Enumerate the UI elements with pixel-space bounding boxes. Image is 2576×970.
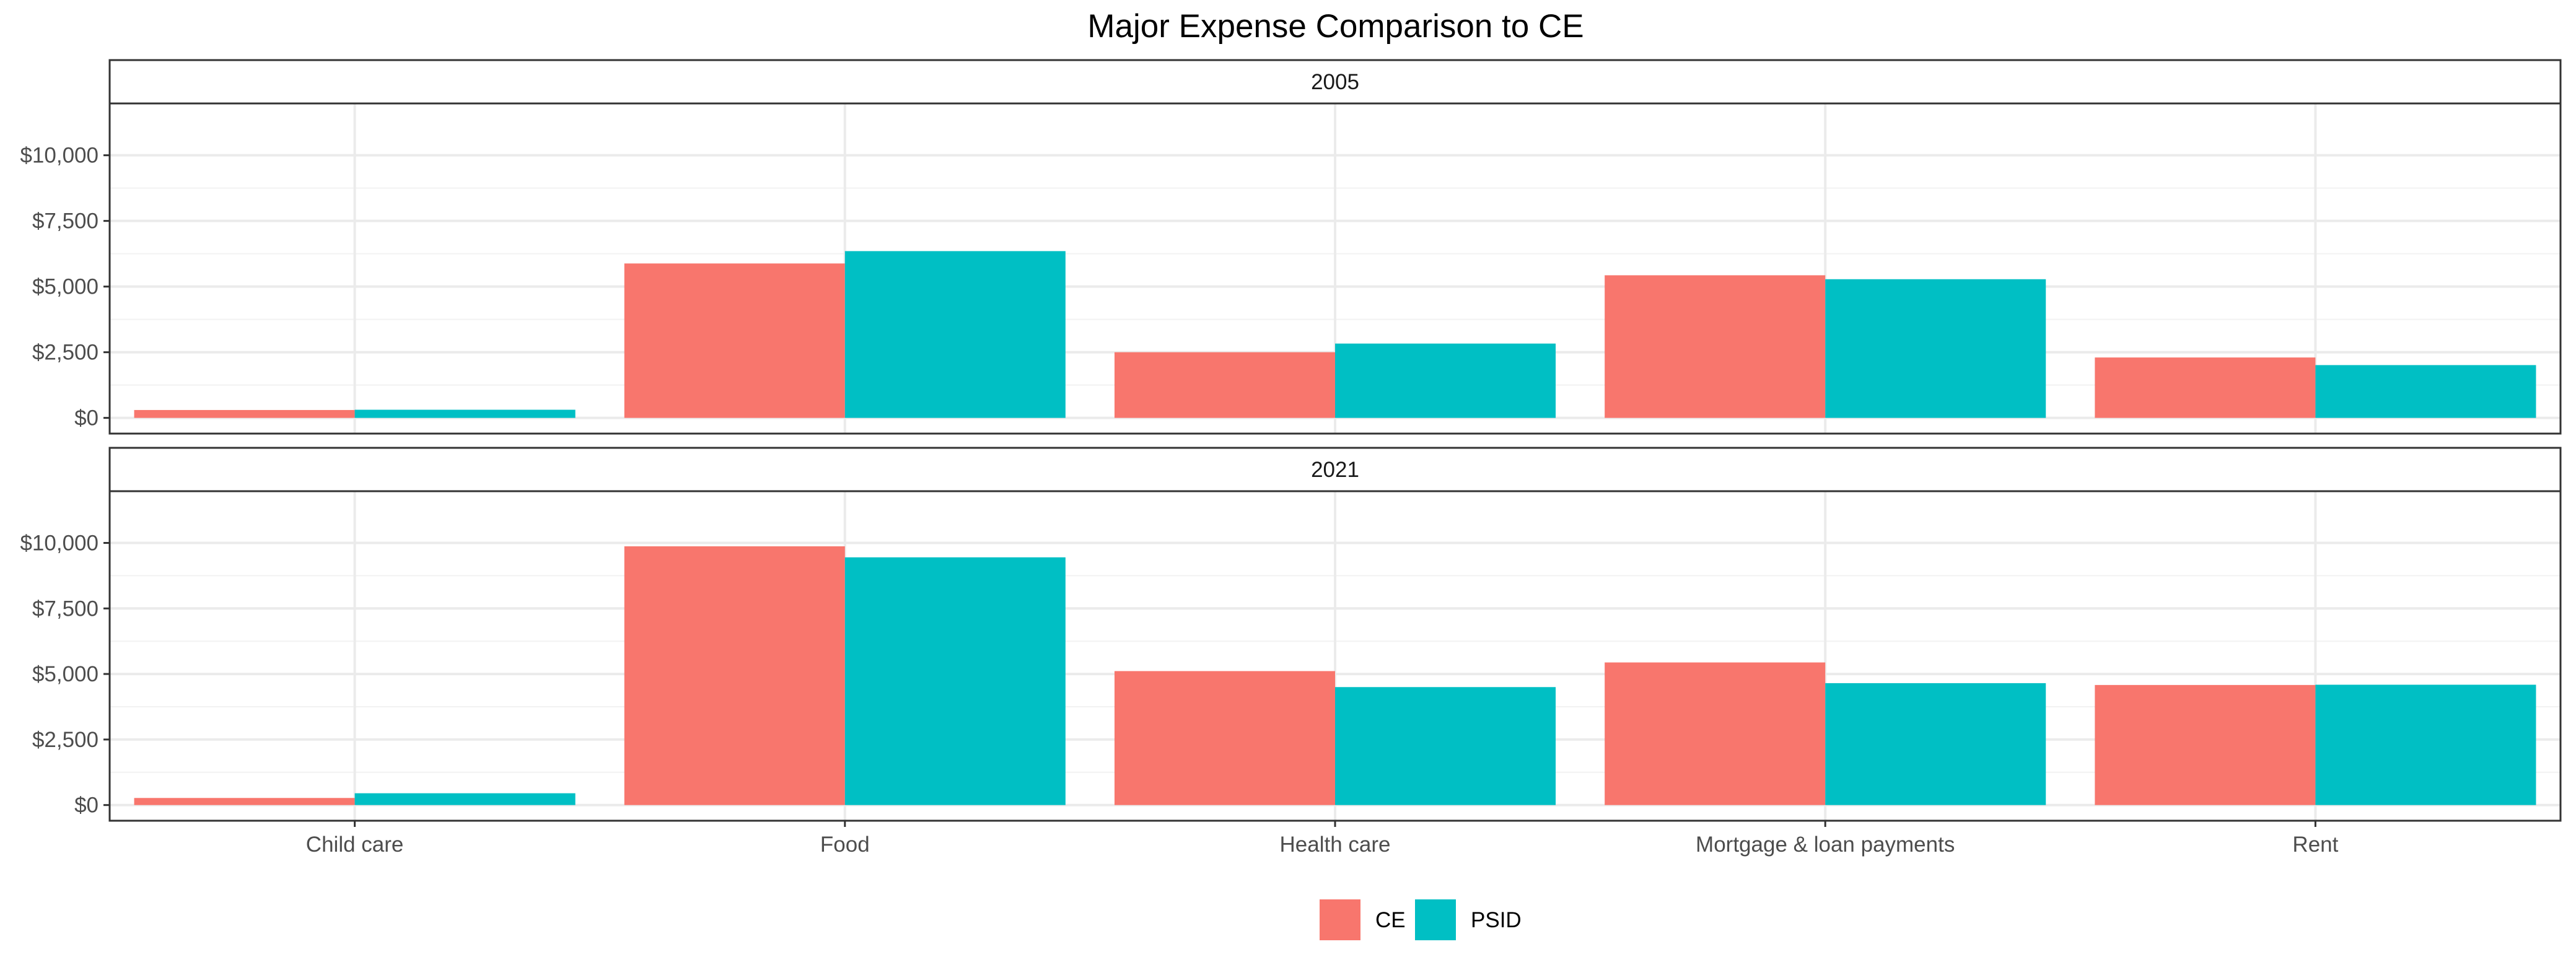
bar-2021-mortgage-loan-payments-psid <box>1825 683 2046 805</box>
bar-2005-food-ce <box>624 263 845 418</box>
bar-2021-food-psid <box>844 557 1066 805</box>
bar-2005-mortgage-loan-payments-ce <box>1605 275 1826 418</box>
bar-2005-rent-ce <box>2095 357 2316 418</box>
bar-2021-food-ce <box>624 546 845 805</box>
x-tick-label: Mortgage & loan payments <box>1696 832 1955 857</box>
bar-2005-rent-psid <box>2315 365 2536 418</box>
bar-2005-food-psid <box>844 251 1066 418</box>
bars <box>134 546 2536 805</box>
legend: CE PSID <box>1320 899 1522 940</box>
y-tick-label: $10,000 <box>20 531 99 555</box>
y-tick-label: $7,500 <box>32 596 99 621</box>
x-tick-labels: Child care Food Health care Mortgage & loan… <box>306 821 2339 857</box>
facet-label: 2021 <box>1311 458 1359 482</box>
y-tick-label: $5,000 <box>32 275 99 299</box>
panel-2021: 2021 $0 $2,500 $5,000 $7,500 $10,000 <box>20 447 2562 822</box>
bar-2005-mortgage-loan-payments-psid <box>1825 279 2046 418</box>
bar-2005-child-care-ce <box>134 409 355 418</box>
panel-2005: 2005 $0 $2,500 $5,000 $7,500 $10,000 <box>20 59 2562 435</box>
bar-2005-child-care-psid <box>354 409 576 418</box>
legend-key <box>1320 899 1360 940</box>
bar-2005-health-care-ce <box>1114 352 1335 418</box>
facet-label: 2005 <box>1311 70 1359 94</box>
y-tick-label: $10,000 <box>20 144 99 168</box>
panel-border <box>108 102 2562 435</box>
y-tick-label: $5,000 <box>32 662 99 686</box>
bar-2021-child-care-psid <box>354 793 576 805</box>
bar-2021-health-care-ce <box>1114 671 1335 805</box>
y-tick-label: $0 <box>74 406 99 430</box>
y-tick-label: $0 <box>74 793 99 818</box>
bar-2021-health-care-psid <box>1335 687 1556 805</box>
x-tick-label: Health care <box>1280 832 1391 857</box>
bar-2005-health-care-psid <box>1335 343 1556 418</box>
x-tick-label: Food <box>820 832 870 857</box>
panels: 2005 $0 $2,500 $5,000 $7,500 $10,000 2021 $0 $2,… <box>20 59 2562 822</box>
y-tick-label: $2,500 <box>32 341 99 365</box>
facet-strip <box>108 59 2562 105</box>
legend-label: CE <box>1375 908 1406 932</box>
bar-2021-rent-ce <box>2095 684 2316 805</box>
bar-2021-rent-psid <box>2315 684 2536 805</box>
bar-2021-child-care-ce <box>134 798 355 805</box>
y-tick-label: $2,500 <box>32 728 99 752</box>
legend-item-psid: PSID <box>1415 899 1522 940</box>
x-tick-label: Child care <box>306 832 404 857</box>
legend-label: PSID <box>1471 908 1522 932</box>
legend-key <box>1415 899 1456 940</box>
facet-strip <box>108 447 2562 492</box>
chart-title: Major Expense Comparison to CE <box>1087 8 1584 45</box>
y-tick-label: $7,500 <box>32 209 99 234</box>
x-tick-label: Rent <box>2292 832 2338 857</box>
bars <box>134 251 2536 418</box>
bar-2021-mortgage-loan-payments-ce <box>1605 662 1826 805</box>
legend-item-ce: CE <box>1320 899 1406 940</box>
